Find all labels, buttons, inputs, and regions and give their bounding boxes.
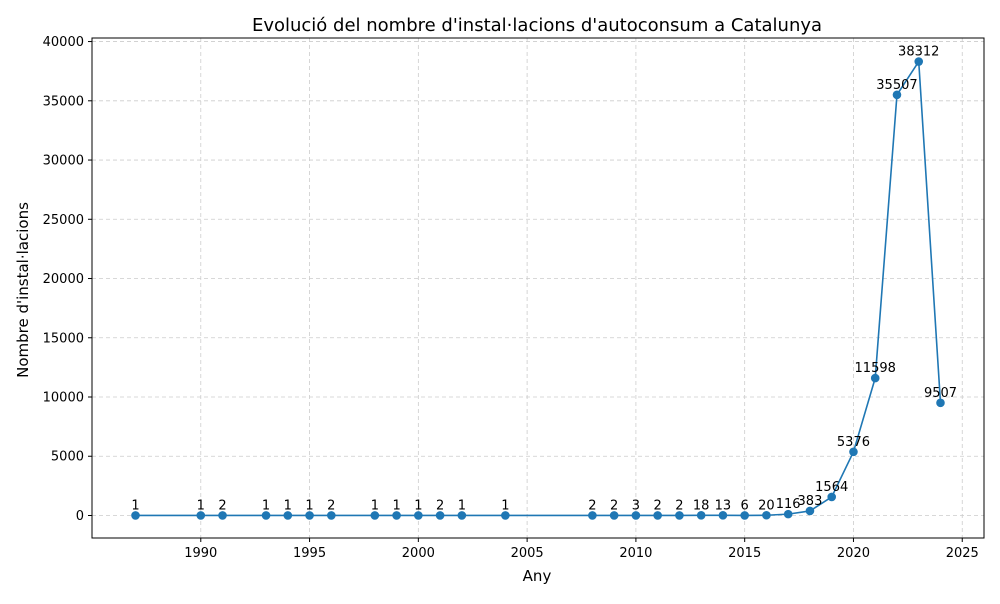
- data-label: 1: [392, 498, 400, 513]
- grid: [92, 38, 984, 538]
- data-point: [827, 492, 837, 502]
- y-tick-label: 10000: [43, 391, 84, 406]
- data-point: [696, 510, 706, 520]
- x-tick-label: 2010: [619, 546, 652, 561]
- data-label: 1: [458, 498, 466, 513]
- data-point: [609, 511, 619, 520]
- data-label: 1: [501, 498, 509, 513]
- data-label: 13: [715, 498, 732, 513]
- data-label: 20: [758, 498, 775, 513]
- data-point: [849, 447, 858, 457]
- data-point: [414, 511, 423, 520]
- x-tick-label: 2000: [402, 546, 435, 561]
- data-point: [675, 511, 684, 520]
- data-point: [261, 511, 271, 520]
- y-tick-label: 30000: [43, 154, 84, 169]
- data-label: 6: [741, 498, 749, 513]
- data-point: [914, 57, 924, 66]
- data-label: 5376: [837, 435, 870, 450]
- data-point: [870, 373, 880, 383]
- y-axis-label: Nombre d'instal·lacions: [14, 202, 32, 378]
- y-tick-label: 35000: [43, 94, 84, 109]
- data-label: 2: [436, 498, 444, 513]
- data-label: 3: [632, 498, 640, 513]
- data-point: [588, 511, 597, 520]
- data-label: 2: [327, 498, 335, 513]
- data-label: 38312: [898, 45, 939, 60]
- data-label: 1: [262, 498, 270, 513]
- series: [131, 57, 945, 520]
- y-tick-label: 25000: [43, 213, 84, 228]
- data-point: [327, 511, 336, 520]
- data-point: [435, 511, 445, 520]
- y-tick-label: 40000: [43, 35, 84, 50]
- x-axis-label: Any: [523, 567, 552, 585]
- data-label: 2: [218, 498, 226, 513]
- series-line: [135, 59, 942, 517]
- data-point: [392, 511, 401, 520]
- y-tick-label: 20000: [43, 272, 84, 287]
- data-point: [892, 90, 902, 100]
- data-label: 1564: [815, 480, 848, 495]
- data-label: 18: [693, 498, 710, 513]
- data-label: 35507: [876, 78, 917, 93]
- data-label: 1: [305, 498, 313, 513]
- data-label: 11598: [855, 361, 896, 376]
- x-tick-label: 2005: [511, 546, 544, 561]
- data-point: [805, 506, 815, 516]
- data-point: [783, 509, 793, 519]
- data-label: 1: [284, 498, 292, 513]
- plot-frame: [91, 37, 985, 539]
- y-tick-label: 15000: [43, 331, 84, 346]
- data-point: [762, 510, 771, 520]
- data-point: [305, 511, 314, 520]
- data-label: 2: [588, 498, 596, 513]
- x-tick-label: 1995: [293, 546, 326, 561]
- data-label: 1: [414, 498, 422, 513]
- data-point: [936, 398, 945, 408]
- data-label: 2: [675, 498, 683, 513]
- x-tick-label: 2015: [728, 546, 761, 561]
- data-point: [631, 511, 641, 520]
- data-label: 2: [654, 498, 662, 513]
- data-point: [370, 511, 380, 520]
- data-point: [501, 511, 510, 520]
- data-label: 1: [371, 498, 379, 513]
- data-point: [653, 511, 662, 520]
- data-labels: 1 1 2 1 1 1 2 1 1 1 2 1 1 2 2 3 2 2 18 13 6 20 116383156453761…: [131, 45, 957, 514]
- data-point: [740, 511, 749, 520]
- data-point: [131, 511, 140, 520]
- axes: 1990 1995 2000 2005 2010 2015 2020 2025 0 5000 100…: [43, 35, 985, 561]
- data-label: 2: [610, 498, 618, 513]
- data-point: [457, 511, 467, 520]
- data-label: 383: [798, 494, 823, 509]
- y-tick-label: 0: [76, 509, 84, 524]
- x-tick-label: 2020: [837, 546, 870, 561]
- data-label: 1: [197, 498, 205, 513]
- chart-title: Evolució del nombre d'instal·lacions d'a…: [252, 15, 822, 36]
- data-point: [218, 511, 227, 520]
- y-tick-label: 5000: [51, 450, 84, 465]
- x-tick-label: 1990: [184, 546, 217, 561]
- data-point: [718, 511, 728, 520]
- data-label: 1: [131, 498, 139, 513]
- data-point: [283, 511, 293, 520]
- data-point: [196, 511, 206, 520]
- data-label: 116: [776, 497, 801, 512]
- data-label: 9507: [924, 386, 957, 401]
- x-tick-label: 2025: [946, 546, 979, 561]
